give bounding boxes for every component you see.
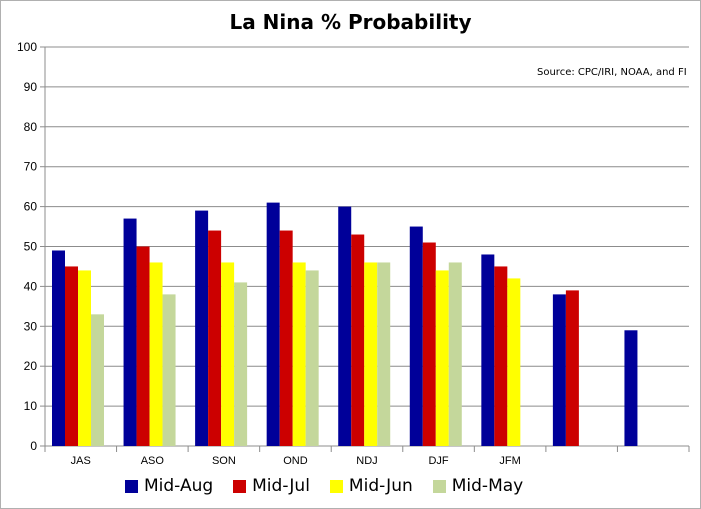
y-tick-label: 90 — [24, 80, 38, 94]
chart-title: La Nina % Probability — [229, 10, 472, 34]
legend-label: Mid-Jul — [252, 476, 310, 496]
x-tick-label: JAS — [71, 455, 91, 467]
bar-mid-aug — [52, 250, 65, 446]
bar-mid-jun — [435, 270, 449, 446]
y-tick-label: 100 — [17, 40, 37, 54]
y-tick-label: 10 — [24, 399, 38, 413]
bar-mid-may — [91, 314, 104, 446]
bar-mid-aug — [266, 202, 280, 446]
legend-item: Mid-Jul — [233, 476, 310, 496]
bar-mid-aug — [624, 330, 638, 446]
bar-mid-aug — [409, 226, 423, 446]
legend-swatch — [125, 479, 138, 493]
y-tick-label: 20 — [24, 359, 38, 373]
bar-mid-aug — [481, 254, 495, 446]
legend-label: Mid-Aug — [144, 476, 214, 496]
legend-swatch — [432, 479, 446, 493]
legend-swatch — [233, 479, 247, 493]
bar-mid-jul — [136, 246, 150, 446]
bar-mid-aug — [338, 206, 352, 446]
bar-mid-jun — [364, 262, 378, 446]
bar-mid-may — [448, 262, 462, 446]
bar-mid-may — [377, 262, 391, 446]
legend-swatch — [329, 479, 343, 493]
bar-mid-jul — [565, 290, 579, 446]
x-tick-label: OND — [283, 455, 308, 467]
y-tick-label: 0 — [30, 439, 37, 453]
bar-mid-may — [305, 270, 319, 446]
bar-mid-jul — [279, 230, 293, 446]
bar-mid-aug — [195, 210, 209, 446]
x-tick-label: ASO — [141, 455, 165, 467]
bar-mid-aug — [552, 294, 566, 446]
y-tick-label: 50 — [24, 240, 38, 254]
legend-label: Mid-May — [451, 476, 524, 496]
legend-item: Mid-May — [432, 476, 524, 496]
bar-mid-jul — [208, 230, 222, 446]
y-tick-label: 70 — [24, 160, 38, 174]
legend-item: Mid-Jun — [329, 476, 413, 496]
y-tick-label: 80 — [24, 120, 38, 134]
bar-mid-jul — [65, 266, 78, 446]
bar-mid-jun — [149, 262, 163, 446]
bar-mid-jun — [507, 278, 521, 446]
bar-mid-aug — [123, 218, 137, 446]
bar-mid-jul — [494, 266, 508, 446]
bar-mid-may — [234, 282, 248, 446]
legend-item: Mid-Aug — [125, 476, 213, 496]
bar-mid-jul — [422, 242, 436, 446]
legend: Mid-Aug Mid-Jul Mid-Jun Mid-May — [125, 476, 543, 496]
bar-mid-may — [162, 294, 176, 446]
bar-mid-jun — [292, 262, 306, 446]
y-tick-label: 30 — [24, 319, 38, 333]
source-annotation: Source: CPC/IRI, NOAA, and FI — [537, 67, 687, 78]
bar-mid-jun — [78, 270, 91, 446]
bar-mid-jun — [221, 262, 235, 446]
y-tick-label: 40 — [24, 279, 38, 293]
legend-label: Mid-Jun — [348, 476, 413, 496]
x-tick-label: DJF — [428, 455, 448, 467]
x-tick-label: NDJ — [356, 455, 377, 467]
bar-mid-jul — [351, 234, 365, 446]
x-tick-label: JFM — [499, 455, 520, 467]
y-tick-label: 60 — [24, 200, 38, 214]
x-tick-label: SON — [212, 455, 236, 467]
